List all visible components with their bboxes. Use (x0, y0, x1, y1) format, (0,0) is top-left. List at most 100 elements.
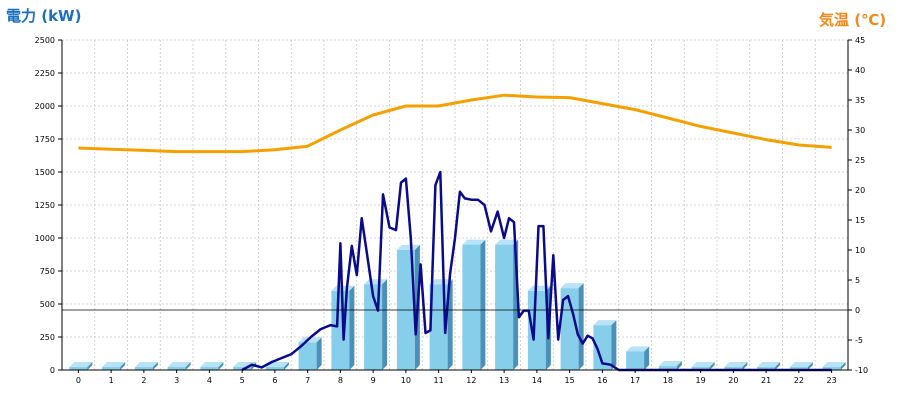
x-tick-label: 0 (76, 376, 81, 385)
power-bar (658, 361, 682, 370)
y-left-tick-label: 2000 (35, 102, 55, 111)
power-bar-side (840, 362, 846, 370)
x-tick-label: 17 (630, 376, 640, 385)
power-bar-side (185, 362, 191, 370)
y-left-tick-label: 250 (40, 333, 55, 342)
x-tick-label: 4 (207, 376, 212, 385)
y-right-tick-label: -5 (855, 336, 863, 345)
y-right-tick-label: 25 (855, 156, 865, 165)
y-left-tick-label: 1000 (35, 234, 55, 243)
y-right-tick-label: -10 (855, 366, 868, 375)
x-tick-label: 3 (174, 376, 179, 385)
power-bar-top (626, 346, 650, 352)
y-left-tick-label: 0 (50, 366, 55, 375)
y-right-tick-label: 5 (855, 276, 860, 285)
power-bar-front (691, 367, 710, 370)
power-bar-side (480, 239, 486, 370)
x-tick-label: 1 (109, 376, 114, 385)
power-bar (298, 337, 322, 370)
power-bar-front (265, 367, 284, 370)
power-bar-top (593, 320, 617, 326)
power-bar-front (134, 367, 153, 370)
y-left-tick-label: 2250 (35, 69, 55, 78)
power-bar-top (102, 362, 126, 367)
power-bar-front (495, 244, 514, 370)
x-tick-label: 16 (597, 376, 607, 385)
power-bar-front (560, 288, 579, 370)
power-bar-side (742, 362, 748, 370)
power-bar-side (87, 362, 93, 370)
y-left-tick-label: 1250 (35, 201, 55, 210)
x-tick-label: 9 (371, 376, 376, 385)
y-right-tick-label: 0 (855, 306, 860, 315)
power-bar-side (218, 362, 224, 370)
power-bar (593, 320, 617, 370)
power-bar-side (611, 320, 617, 370)
power-bar-top (167, 362, 191, 367)
power-bar-side (316, 337, 322, 370)
power-bar (724, 362, 748, 370)
y-right-tick-label: 45 (855, 36, 865, 45)
power-bar-front (167, 367, 186, 370)
power-bar-side (152, 362, 158, 370)
power-bar (757, 362, 781, 370)
power-bar (69, 362, 93, 370)
y-right-tick-label: 35 (855, 96, 865, 105)
power-bar (102, 362, 126, 370)
temperature-line (78, 93, 832, 154)
power-bar-side (807, 362, 813, 370)
power-bar-top (560, 283, 584, 289)
power-bar-side (709, 362, 715, 370)
power-bar-top (691, 362, 715, 367)
x-tick-label: 18 (663, 376, 673, 385)
y-left-tick-label: 2500 (35, 36, 55, 45)
x-tick-label: 23 (827, 376, 837, 385)
power-bar-top (298, 337, 322, 343)
power-bar-top (396, 244, 420, 250)
x-tick-label: 14 (532, 376, 542, 385)
x-tick-label: 15 (565, 376, 575, 385)
power-bar-front (462, 244, 481, 370)
x-tick-label: 21 (761, 376, 771, 385)
x-tick-label: 7 (305, 376, 310, 385)
power-bar-top (724, 362, 748, 367)
power-bar-front (724, 367, 743, 370)
power-bar-front (102, 367, 121, 370)
power-bar (462, 239, 486, 370)
power-bar (527, 285, 551, 370)
x-tick-label: 8 (338, 376, 343, 385)
power-line (241, 170, 832, 372)
power-bar-top (462, 239, 486, 245)
power-bar-side (676, 361, 682, 370)
x-tick-label: 5 (240, 376, 245, 385)
y-right-tick-label: 15 (855, 216, 865, 225)
x-tick-label: 6 (272, 376, 277, 385)
power-bar-side (382, 279, 388, 370)
power-bar-side (578, 283, 584, 370)
power-bar (560, 283, 584, 370)
power-line-series (241, 170, 832, 372)
power-bar-front (658, 366, 677, 370)
power-bar-side (349, 285, 355, 370)
power-bar-front (822, 367, 841, 370)
temperature-line-series (78, 93, 832, 154)
x-tick-label: 10 (401, 376, 411, 385)
y-right-tick-label: 40 (855, 66, 865, 75)
y-left-tick-label: 750 (40, 267, 55, 276)
power-bar-front (626, 351, 645, 370)
power-bar-side (120, 362, 126, 370)
power-bar-top (658, 361, 682, 367)
x-tick-label: 2 (141, 376, 146, 385)
x-tick-label: 20 (728, 376, 738, 385)
power-bar-top (134, 362, 158, 367)
power-bar-top (757, 362, 781, 367)
power-bar-series (69, 239, 846, 370)
power-bar-top (495, 239, 519, 245)
power-bar-side (283, 362, 289, 370)
y-left-tick-label: 1750 (35, 135, 55, 144)
power-bar (200, 362, 224, 370)
power-bar-top (69, 362, 93, 367)
power-bar (134, 362, 158, 370)
y-left-tick-label: 1500 (35, 168, 55, 177)
power-bar (495, 239, 519, 370)
